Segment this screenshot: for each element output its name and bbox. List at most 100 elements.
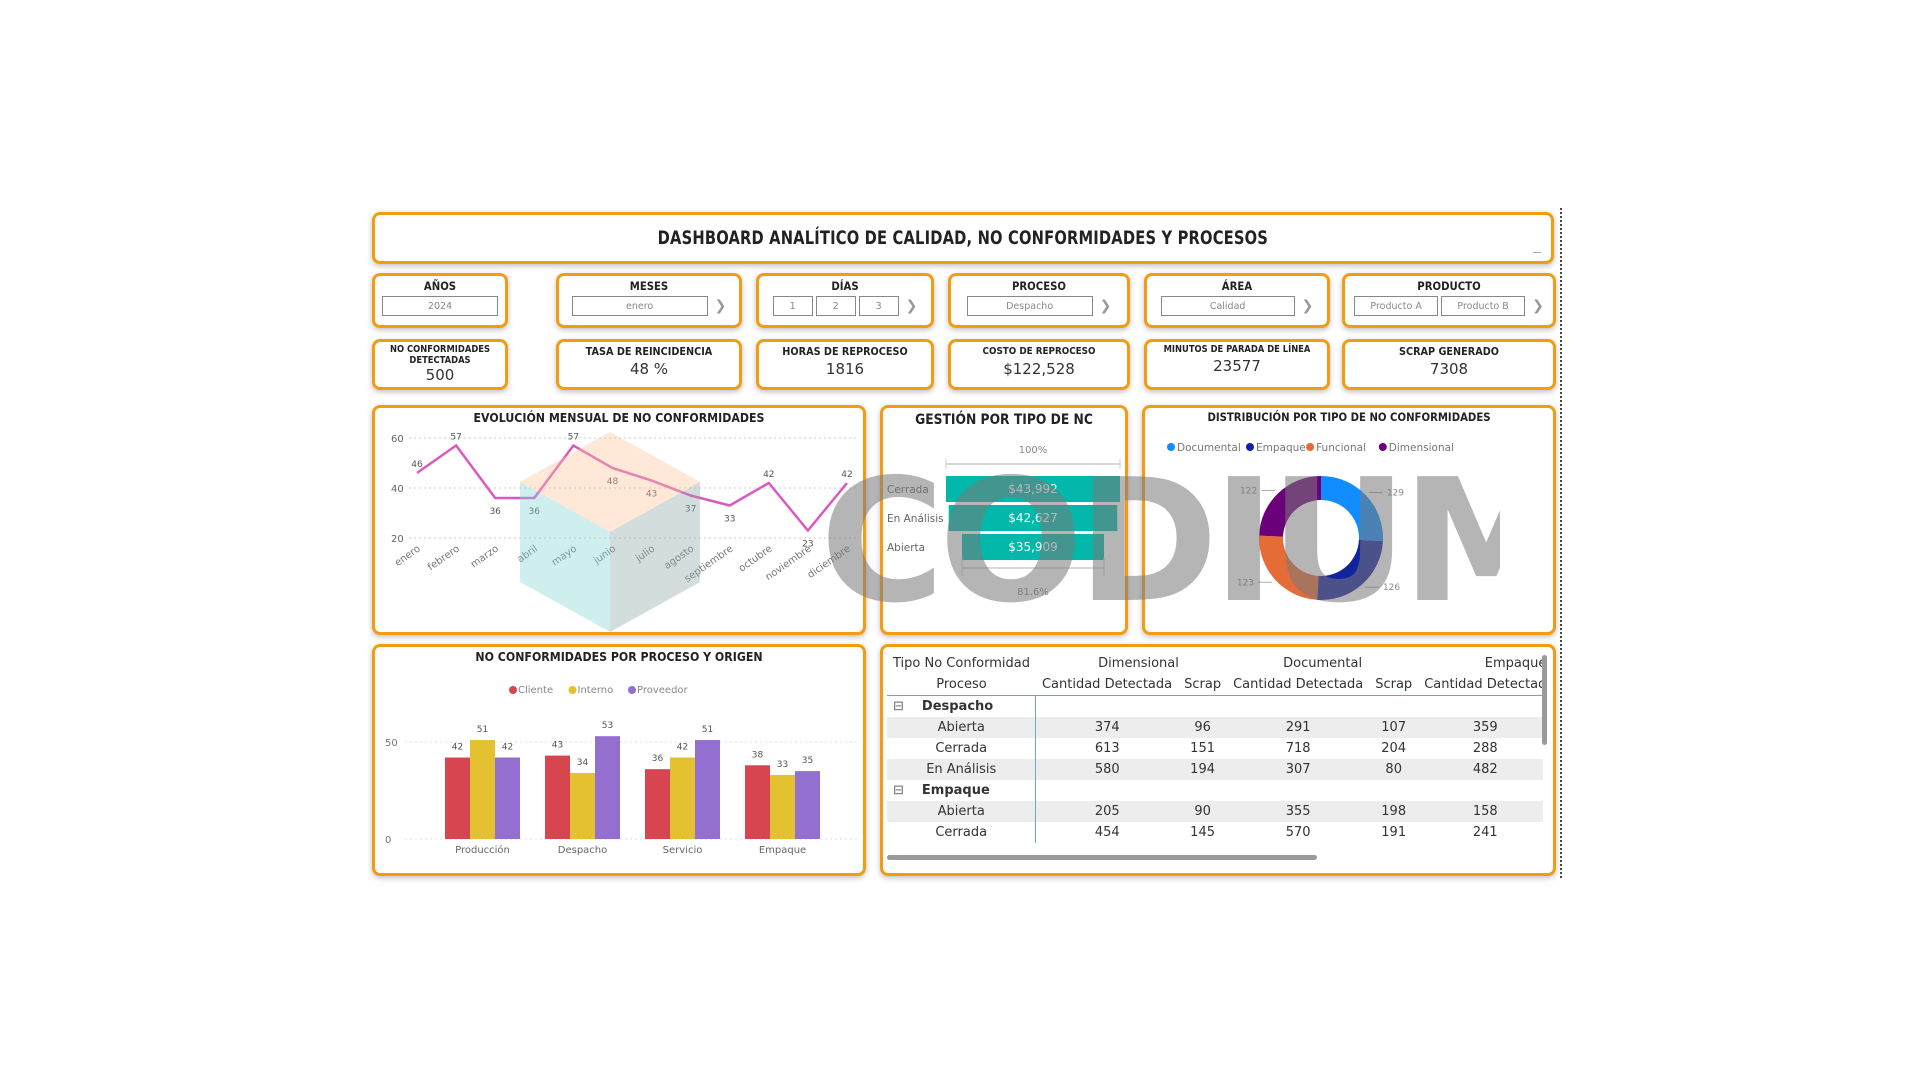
column-header[interactable]: Scrap	[1184, 677, 1222, 692]
column-group-label: Empaque	[1484, 656, 1543, 671]
matrix-row[interactable]: En Análisis 580 194 307 80 482	[887, 759, 1543, 780]
slicer-option[interactable]: 2	[815, 296, 856, 316]
vertical-scrollbar[interactable]	[1542, 655, 1547, 745]
chevron-right-icon[interactable]: ❯	[1301, 298, 1314, 314]
line-chart-panel[interactable]: EVOLUCIÓN MENSUAL DE NO CONFORMIDADES 60…	[372, 405, 866, 635]
slicer-option[interactable]: 2024	[382, 296, 498, 316]
legend-label[interactable]: Proveedor	[637, 685, 689, 696]
slicer-anos[interactable]: AÑOS 2024	[372, 273, 508, 328]
matrix-row[interactable]: Abierta 205 90 355 198 158	[887, 801, 1543, 822]
visual-menu-icon[interactable]	[1533, 252, 1541, 253]
donut-slice[interactable]	[1321, 476, 1383, 542]
donut-chart[interactable]: Documental Empaque Funcional Dimensional 129…	[1145, 408, 1553, 632]
chart-title: EVOLUCIÓN MENSUAL DE NO CONFORMIDADES	[473, 410, 765, 425]
chevron-right-icon[interactable]: ❯	[905, 298, 918, 314]
column-header[interactable]: Cantidad Detectada	[1041, 677, 1173, 692]
legend-label[interactable]: Documental	[1177, 442, 1241, 454]
horizontal-scrollbar[interactable]	[887, 855, 1317, 860]
data-label: 37	[685, 505, 696, 515]
slicer-option[interactable]: Producto B	[1441, 296, 1526, 316]
matrix-cell: 291	[1227, 717, 1370, 738]
bar[interactable]	[445, 757, 470, 839]
clustered-bar-chart[interactable]: Cliente Interno Proveedor 50 0 42 51 42 Producci…	[375, 647, 863, 873]
matrix-group-row[interactable]: ⊟ Empaque	[887, 780, 1543, 801]
bar[interactable]	[570, 773, 595, 839]
column-header[interactable]: Scrap	[1375, 677, 1413, 692]
matrix-group-row[interactable]: ⊟ Despacho	[887, 695, 1543, 717]
legend-label[interactable]: Funcional	[1316, 442, 1366, 454]
donut-chart-panel[interactable]: DISTRIBUCIÓN POR TIPO DE NO CONFORMIDADE…	[1142, 405, 1556, 635]
funnel-bar[interactable]	[946, 476, 1120, 502]
slicer-meses[interactable]: MESES enero ❯	[556, 273, 742, 328]
legend-label[interactable]: Dimensional	[1389, 442, 1454, 454]
slicer-option[interactable]: Calidad	[1160, 296, 1295, 316]
slicer-proceso[interactable]: PROCESO Despacho ❯	[948, 273, 1130, 328]
data-label: 36	[489, 507, 501, 517]
data-label: 48	[607, 477, 619, 487]
matrix-row[interactable]: Abierta 374 96 291 107 359	[887, 717, 1543, 738]
line-chart[interactable]: 60 40 20 46 enero 57 febrero 36 marzo 36 abril 57 ma…	[375, 408, 863, 632]
matrix-cell: 307	[1227, 759, 1370, 780]
slicer-label: PROCESO	[1011, 279, 1067, 293]
data-label: 42	[763, 470, 774, 480]
funnel-category: Cerrada	[887, 484, 929, 496]
matrix-cell: 107	[1369, 717, 1419, 738]
bar-chart-panel[interactable]: NO CONFORMIDADES POR PROCESO Y ORIGEN Cl…	[372, 644, 866, 876]
bar[interactable]	[470, 740, 495, 839]
slicer-dias[interactable]: DÍAS 1 2 3 ❯	[756, 273, 934, 328]
kpi-label: HORAS DE REPROCESO	[782, 345, 908, 358]
legend-dot	[1167, 443, 1175, 451]
funnel-chart[interactable]: 100% $43,992 Cerrada $42,627 En Análisis $35,…	[883, 408, 1125, 632]
bar[interactable]	[770, 774, 795, 839]
bar[interactable]	[695, 740, 720, 839]
slicer-option[interactable]: 1	[772, 296, 813, 316]
collapse-icon[interactable]: ⊟	[893, 783, 904, 798]
slicer-option[interactable]: enero	[571, 296, 708, 316]
matrix-cell: 374	[1035, 717, 1179, 738]
data-label: 42	[841, 470, 852, 480]
chevron-right-icon[interactable]: ❯	[714, 298, 727, 314]
matrix-row[interactable]: Cerrada 454 145 570 191 241	[887, 822, 1543, 843]
line-series[interactable]	[416, 443, 848, 533]
slicer-option[interactable]: 3	[858, 296, 899, 316]
funnel-chart-panel[interactable]: GESTIÓN POR TIPO DE NC 100% $43,992 Cerrad…	[880, 405, 1128, 635]
legend-label[interactable]: Empaque	[1256, 442, 1306, 454]
chevron-right-icon[interactable]: ❯	[1532, 298, 1544, 314]
selection-edge	[1560, 208, 1565, 878]
bar[interactable]	[495, 757, 520, 839]
chevron-right-icon[interactable]: ❯	[1099, 298, 1112, 314]
slicer-option[interactable]: Despacho	[966, 296, 1093, 316]
bar[interactable]	[545, 755, 570, 839]
collapse-icon[interactable]: ⊟	[893, 699, 904, 714]
bar[interactable]	[595, 736, 620, 839]
matrix-row[interactable]: Cerrada 613 151 718 204 288	[887, 738, 1543, 759]
slicer-option[interactable]: Producto A	[1354, 296, 1439, 316]
donut-data-label: 126	[1383, 583, 1400, 593]
bar-data-label: 38	[752, 750, 764, 760]
slicer-label: ÁREA	[1221, 279, 1253, 293]
column-header[interactable]: Cantidad Detectad	[1424, 677, 1543, 692]
matrix-panel[interactable]: Tipo No Conformidad Dimensional Document…	[880, 644, 1556, 876]
funnel-bar[interactable]	[961, 534, 1105, 560]
donut-slice[interactable]	[1259, 476, 1321, 537]
bar[interactable]	[745, 765, 770, 839]
bar[interactable]	[670, 757, 695, 839]
bar[interactable]	[795, 771, 820, 839]
x-tick-label: julio	[633, 543, 657, 565]
slicer-area[interactable]: ÁREA Calidad ❯	[1144, 273, 1330, 328]
y-tick-label: 20	[391, 534, 404, 545]
matrix-cell: 205	[1035, 801, 1179, 822]
column-header[interactable]: Cantidad Detectada	[1233, 677, 1364, 692]
funnel-bar[interactable]	[948, 505, 1118, 531]
bar-data-label: 42	[452, 743, 463, 753]
legend-label[interactable]: Interno	[578, 685, 614, 696]
slicer-producto[interactable]: PRODUCTO Producto A Producto B ❯	[1342, 273, 1556, 328]
chart-title: DISTRIBUCIÓN POR TIPO DE NO CONFORMIDADE…	[1207, 410, 1491, 424]
donut-slice[interactable]	[1259, 535, 1319, 600]
matrix-cell: 718	[1285, 741, 1311, 756]
bar[interactable]	[645, 769, 670, 839]
kpi-label: NO CONFORMIDADES DETECTADAS	[389, 344, 491, 366]
kpi-no-conformidades: NO CONFORMIDADES DETECTADAS 500	[372, 339, 508, 390]
legend-label[interactable]: Cliente	[518, 685, 553, 696]
donut-slice[interactable]	[1317, 539, 1383, 600]
